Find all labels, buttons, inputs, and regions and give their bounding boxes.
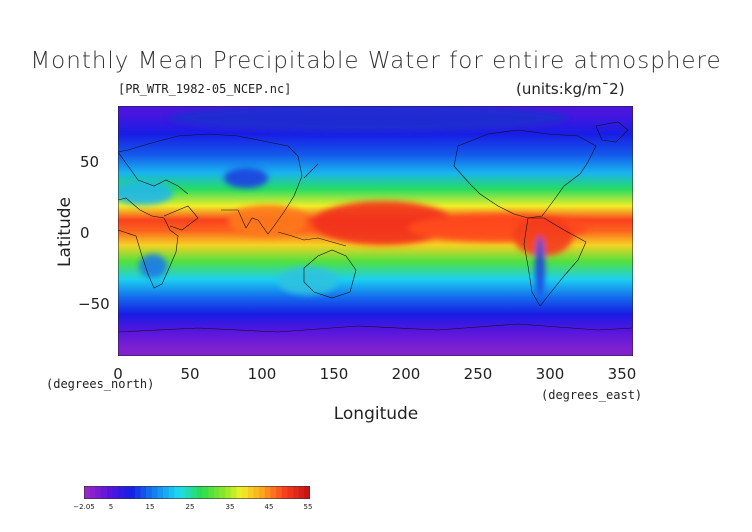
colorbar-label: 35 bbox=[225, 503, 235, 511]
colorbar-label: 5 bbox=[108, 503, 114, 511]
north-america-coastline bbox=[453, 129, 597, 219]
colorbar-swatch bbox=[134, 486, 141, 499]
colorbar-swatch bbox=[253, 486, 260, 499]
y-tick-label: −50 bbox=[78, 295, 110, 313]
x-tick-label: 0 bbox=[113, 365, 123, 383]
y-axis-unit: (degrees_north) bbox=[46, 377, 155, 391]
y-axis-label: Latitude bbox=[55, 197, 75, 267]
colorbar-swatch bbox=[168, 486, 175, 499]
colorbar bbox=[84, 486, 310, 499]
colorbar-swatch bbox=[95, 486, 102, 499]
colorbar-swatch bbox=[185, 486, 192, 499]
colorbar-swatch bbox=[140, 486, 147, 499]
colorbar-swatch bbox=[84, 486, 90, 499]
colorbar-swatch bbox=[191, 486, 198, 499]
colorbar-label: 45 bbox=[264, 503, 274, 511]
units-label: (units:kg/m¯2) bbox=[516, 80, 625, 98]
colorbar-label: 15 bbox=[145, 503, 155, 511]
arabia-coastline bbox=[163, 205, 199, 231]
colorbar-label: −2.05 bbox=[73, 503, 95, 511]
colorbar-swatch bbox=[106, 486, 113, 499]
x-tick-label: 50 bbox=[180, 365, 200, 383]
x-tick-label: 100 bbox=[247, 365, 277, 383]
colorbar-swatch bbox=[219, 486, 226, 499]
y-tick-label: 50 bbox=[80, 153, 100, 171]
map-title: Monthly Mean Precipitable Water for enti… bbox=[30, 48, 722, 74]
colorbar-swatch bbox=[281, 486, 288, 499]
southern-africa-dry-region bbox=[139, 254, 167, 278]
colorbar-swatch bbox=[287, 486, 294, 499]
colorbar-swatch bbox=[208, 486, 215, 499]
colorbar-swatch bbox=[163, 486, 170, 499]
field-anomalies bbox=[118, 106, 588, 296]
colorbar-swatch bbox=[264, 486, 271, 499]
colorbar-swatch bbox=[236, 486, 243, 499]
colorbar-swatch bbox=[112, 486, 119, 499]
indonesia-coastline bbox=[277, 231, 347, 247]
x-tick-label: 200 bbox=[391, 365, 421, 383]
colorbar-swatch bbox=[270, 486, 277, 499]
dataset-filename: [PR_WTR_1982-05_NCEP.nc] bbox=[118, 82, 292, 96]
colorbar-swatch bbox=[197, 486, 203, 499]
colorbar-label: 55 bbox=[303, 503, 313, 511]
colorbar-label: 25 bbox=[185, 503, 195, 511]
colorbar-swatch bbox=[129, 486, 136, 499]
indian-ocean-moist-region bbox=[228, 205, 308, 237]
colorbar-swatch bbox=[242, 486, 249, 499]
precipitable-water-map bbox=[118, 106, 633, 356]
colorbar-swatch bbox=[225, 486, 232, 499]
africa-coastline bbox=[118, 197, 179, 289]
colorbar-swatch bbox=[89, 486, 96, 499]
colorbar-swatch bbox=[157, 486, 164, 499]
colorbar-swatch bbox=[247, 486, 254, 499]
south-america-coastline bbox=[523, 217, 587, 307]
y-tick-label: 0 bbox=[80, 224, 90, 242]
colorbar-swatch bbox=[180, 486, 186, 499]
x-axis-unit: (degrees_east) bbox=[541, 388, 643, 402]
x-axis-label: Longitude bbox=[333, 404, 419, 424]
southeast-asia-coastline bbox=[118, 133, 303, 235]
colorbar-swatch bbox=[151, 486, 158, 499]
colorbar-swatch bbox=[117, 486, 124, 499]
sahara-dry-region bbox=[118, 181, 173, 205]
colorbar-swatch bbox=[259, 486, 266, 499]
colorbar-swatch bbox=[202, 486, 209, 499]
x-tick-label: 350 bbox=[607, 365, 637, 383]
japan-coastline bbox=[303, 163, 319, 179]
x-tick-label: 250 bbox=[463, 365, 493, 383]
colorbar-swatch bbox=[146, 486, 153, 499]
australia-dry-region bbox=[278, 267, 338, 295]
colorbar-swatch bbox=[298, 486, 305, 499]
colorbar-swatch bbox=[213, 486, 220, 499]
x-tick-label: 300 bbox=[535, 365, 565, 383]
colorbar-swatch bbox=[123, 486, 130, 499]
europe-coastline bbox=[118, 151, 189, 195]
amazon-moist-region bbox=[513, 216, 573, 256]
coastlines bbox=[118, 121, 633, 333]
arctic-dry-region bbox=[168, 106, 568, 132]
colorbar-swatch bbox=[276, 486, 283, 499]
colorbar-swatch bbox=[100, 486, 107, 499]
greenland-coastline bbox=[595, 121, 629, 143]
antarctica-coastline bbox=[118, 323, 633, 333]
india-coastline bbox=[221, 209, 259, 229]
australia-coastline bbox=[303, 249, 357, 299]
colorbar-frame bbox=[84, 486, 310, 499]
andes-dry-region bbox=[535, 236, 545, 296]
x-tick-label: 150 bbox=[319, 365, 349, 383]
colorbar-swatch bbox=[174, 486, 181, 499]
tibet-dry-region bbox=[224, 168, 268, 188]
colorbar-swatch bbox=[304, 486, 310, 499]
colorbar-swatch bbox=[293, 486, 299, 499]
colorbar-swatch bbox=[230, 486, 237, 499]
